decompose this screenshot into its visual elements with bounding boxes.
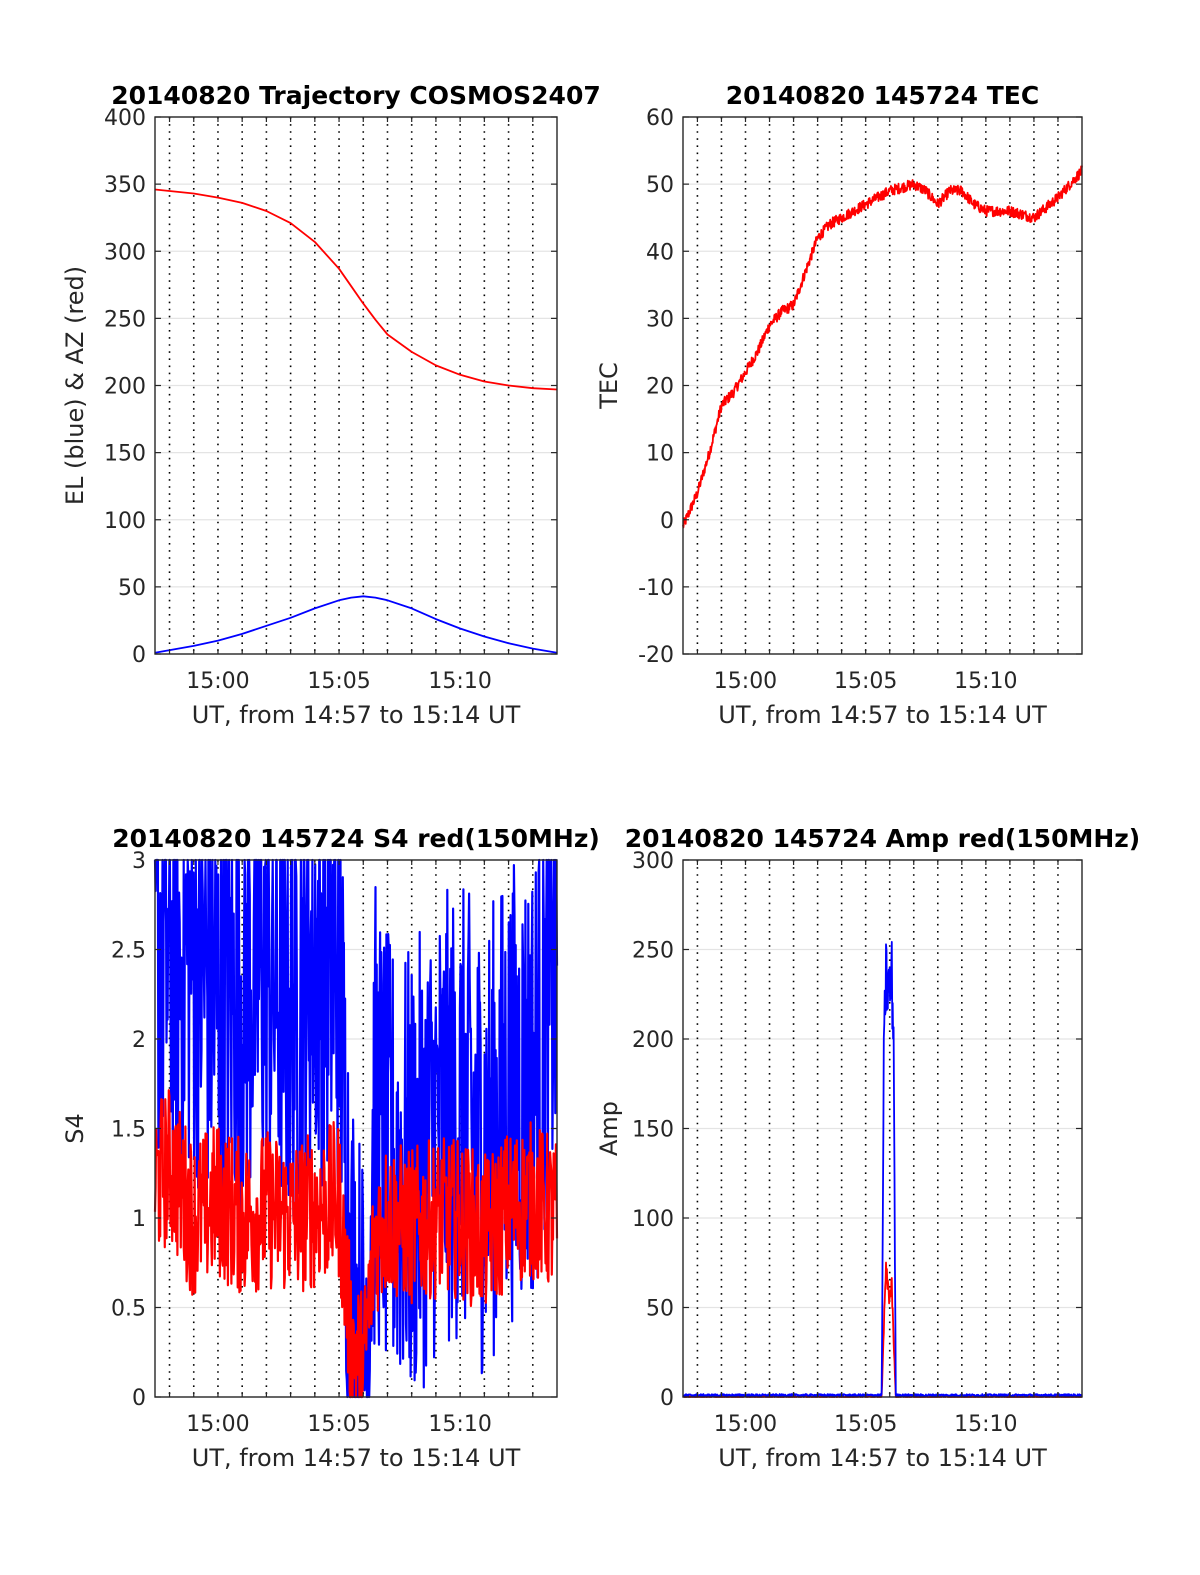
- chart-panel-2: -20 -10 0 10 20 30 40 50 60 15:00 15:05 15:10 UT, fr…: [595, 81, 1083, 729]
- x-tick-label: 15:10: [428, 1412, 491, 1437]
- y-axis-label: TEC: [595, 362, 623, 410]
- x-tick-label: 15:05: [307, 1412, 370, 1437]
- series-line: [154, 188, 558, 391]
- y-tick-label: 250: [104, 307, 146, 332]
- y-tick-label: 0: [660, 1386, 674, 1411]
- y-tick-label: 0: [132, 643, 146, 668]
- y-tick-label: 250: [632, 939, 674, 964]
- y-axis-label: S4: [61, 1113, 89, 1144]
- y-tick-label: 2.5: [111, 939, 146, 964]
- x-axis-label: UT, from 14:57 to 15:14 UT: [192, 1444, 521, 1472]
- y-tick-label: 200: [104, 375, 146, 400]
- y-tick-label: 50: [646, 1297, 674, 1322]
- chart-title: 20140820 145724 Amp red(150MHz): [625, 824, 1141, 853]
- y-tick-label: 0: [660, 509, 674, 534]
- chart-title: 20140820 145724 S4 red(150MHz): [112, 824, 600, 853]
- x-tick-label: 15:00: [714, 1412, 777, 1437]
- x-tick-label: 15:00: [714, 669, 777, 694]
- chart-panel-4: 0 50 100 150 200 250 300 15:00 15:05 15:10 UT, fro…: [595, 824, 1140, 1472]
- x-tick-label: 15:10: [428, 669, 491, 694]
- series-line: [682, 165, 1083, 529]
- chart-title: 20140820 145724 TEC: [726, 81, 1039, 110]
- y-tick-label: 150: [104, 442, 146, 467]
- y-tick-label: 50: [118, 576, 146, 601]
- x-axis-label: UT, from 14:57 to 15:14 UT: [718, 701, 1047, 729]
- y-tick-label: 350: [104, 173, 146, 198]
- x-tick-label: 15:05: [834, 669, 897, 694]
- chart-panel-1: 0 50 100 150 200 250 300 350 400 15:00 15:05 15:10 U…: [61, 81, 601, 729]
- chart-panel-3: 0 0.5 1 1.5 2 2.5 3 15:00 15:05 15:10 UT, from 14:…: [61, 824, 600, 1472]
- x-tick-label: 15:05: [834, 1412, 897, 1437]
- x-tick-label: 15:00: [186, 669, 249, 694]
- y-tick-label: -10: [638, 576, 674, 601]
- y-tick-label: 100: [104, 509, 146, 534]
- x-axis-label: UT, from 14:57 to 15:14 UT: [718, 1444, 1047, 1472]
- y-tick-label: 10: [646, 442, 674, 467]
- y-axis-label: Amp: [595, 1101, 623, 1156]
- x-tick-label: 15:10: [954, 1412, 1017, 1437]
- x-axis-label: UT, from 14:57 to 15:14 UT: [192, 701, 521, 729]
- y-tick-label: 300: [632, 849, 674, 874]
- y-tick-label: 0.5: [111, 1297, 146, 1322]
- y-tick-label: 100: [632, 1207, 674, 1232]
- y-tick-label: 200: [632, 1028, 674, 1053]
- y-tick-label: 3: [132, 849, 146, 874]
- x-tick-label: 15:00: [186, 1412, 249, 1437]
- y-tick-label: 40: [646, 240, 674, 265]
- x-tick-label: 15:10: [954, 669, 1017, 694]
- y-tick-label: 50: [646, 173, 674, 198]
- y-tick-label: 0: [132, 1386, 146, 1411]
- y-tick-label: 60: [646, 106, 674, 131]
- y-axis-label: EL (blue) & AZ (red): [61, 266, 89, 505]
- series-line: [682, 941, 1083, 1398]
- y-tick-label: 300: [104, 240, 146, 265]
- series-line: [154, 595, 558, 654]
- y-tick-label: 1: [132, 1207, 146, 1232]
- y-tick-label: 2: [132, 1028, 146, 1053]
- chart-title: 20140820 Trajectory COSMOS2407: [111, 81, 601, 110]
- y-tick-label: 30: [646, 307, 674, 332]
- x-tick-label: 15:05: [307, 669, 370, 694]
- y-tick-label: 150: [632, 1118, 674, 1143]
- y-tick-label: 1.5: [111, 1118, 146, 1143]
- y-tick-label: -20: [638, 643, 674, 668]
- y-tick-label: 20: [646, 375, 674, 400]
- y-tick-label: 400: [104, 106, 146, 131]
